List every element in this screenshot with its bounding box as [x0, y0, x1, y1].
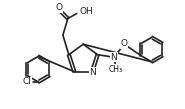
Text: OH: OH	[80, 7, 93, 16]
Text: CH₃: CH₃	[109, 65, 123, 74]
Text: O: O	[56, 3, 63, 12]
Text: O: O	[121, 39, 127, 48]
Text: N: N	[110, 53, 117, 62]
Text: N: N	[89, 68, 96, 77]
Text: Cl: Cl	[23, 77, 31, 86]
